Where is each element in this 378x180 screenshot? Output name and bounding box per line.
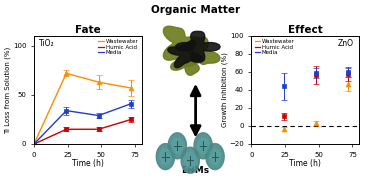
Y-axis label: Growth Inhibition (%): Growth Inhibition (%) [221, 53, 228, 127]
Text: TiO₂: TiO₂ [39, 39, 55, 48]
Polygon shape [181, 147, 199, 173]
Polygon shape [168, 40, 202, 68]
Polygon shape [209, 149, 220, 164]
Polygon shape [183, 37, 220, 66]
Polygon shape [160, 149, 171, 164]
Title: Effect: Effect [288, 25, 322, 35]
Polygon shape [172, 138, 183, 154]
Y-axis label: Ti Loss from Solution (%): Ti Loss from Solution (%) [5, 46, 11, 134]
Polygon shape [198, 138, 209, 154]
Polygon shape [176, 31, 220, 62]
Title: Fate: Fate [75, 25, 101, 35]
Legend: Wastewater, Humic Acid, Media: Wastewater, Humic Acid, Media [254, 39, 295, 55]
Polygon shape [185, 152, 196, 168]
Polygon shape [163, 26, 204, 60]
Polygon shape [168, 133, 186, 159]
X-axis label: Time (h): Time (h) [289, 159, 321, 168]
Polygon shape [194, 133, 212, 159]
Polygon shape [156, 144, 175, 170]
Legend: Wastewater, Humic Acid, Media: Wastewater, Humic Acid, Media [98, 39, 139, 55]
Polygon shape [171, 48, 199, 75]
Polygon shape [206, 144, 224, 170]
Text: ENMs: ENMs [181, 166, 210, 175]
X-axis label: Time (h): Time (h) [72, 159, 104, 168]
Text: Organic Matter: Organic Matter [151, 5, 240, 15]
Text: ZnO: ZnO [338, 39, 354, 48]
